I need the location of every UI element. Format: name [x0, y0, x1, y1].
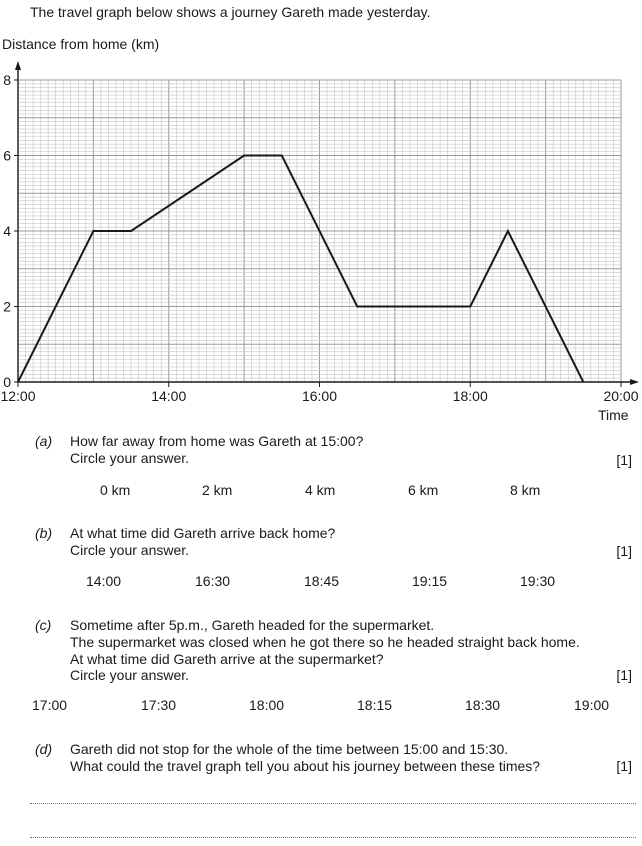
- question-text: Circle your answer.: [70, 542, 190, 558]
- question-label: (d): [35, 741, 53, 757]
- grid: [17, 79, 622, 383]
- answer-line[interactable]: [30, 837, 636, 838]
- answer-option[interactable]: 18:45: [304, 573, 340, 589]
- answer-option[interactable]: 16:30: [195, 573, 231, 589]
- question-text: At what time did Gareth arrive back home…: [70, 525, 336, 541]
- marks-label: [1]: [616, 452, 632, 468]
- answer-option[interactable]: 19:15: [412, 573, 448, 589]
- intro-text: The travel graph below shows a journey G…: [30, 4, 431, 20]
- marks-label: [1]: [616, 667, 632, 683]
- y-tick-label: 8: [3, 72, 11, 88]
- answer-option[interactable]: 6 km: [408, 482, 439, 498]
- y-tick-label: 6: [3, 148, 11, 164]
- answer-option[interactable]: 19:00: [574, 697, 610, 713]
- question-text: Gareth did not stop for the whole of the…: [70, 741, 509, 757]
- question-text: Circle your answer.: [70, 667, 190, 683]
- answer-option[interactable]: 19:30: [520, 573, 556, 589]
- answer-option[interactable]: 14:00: [86, 573, 122, 589]
- axes: [15, 61, 639, 385]
- travel-graph: 12:00 14:00 16:00 18:00 20:00 0 2 4 6 8: [0, 61, 639, 404]
- question-text: The supermarket was closed when he got t…: [70, 634, 580, 650]
- y-tick-label: 0: [3, 374, 11, 390]
- x-tick-label: 16:00: [302, 388, 337, 404]
- x-tick-label: 18:00: [453, 388, 488, 404]
- y-axis-arrow: [15, 61, 21, 70]
- answer-option[interactable]: 18:15: [357, 697, 393, 713]
- answer-line[interactable]: [30, 803, 636, 804]
- question-text: Sometime after 5p.m., Gareth headed for …: [70, 617, 435, 633]
- question-text: What could the travel graph tell you abo…: [70, 758, 541, 774]
- series-line: [17, 154, 585, 383]
- answer-option[interactable]: 4 km: [305, 482, 336, 498]
- x-tick-label: 20:00: [603, 388, 638, 404]
- question-text: Circle your answer.: [70, 450, 190, 466]
- marks-label: [1]: [616, 543, 632, 559]
- answer-option[interactable]: 18:30: [465, 697, 501, 713]
- x-axis-label: Time: [598, 407, 629, 423]
- y-tick-label: 2: [3, 299, 11, 315]
- answer-option[interactable]: 8 km: [510, 482, 541, 498]
- y-tick-label: 4: [3, 223, 11, 239]
- question-label: (a): [35, 433, 53, 449]
- answer-option[interactable]: 17:00: [32, 697, 68, 713]
- answer-option[interactable]: 0 km: [100, 482, 131, 498]
- answer-option[interactable]: 2 km: [202, 482, 233, 498]
- y-axis-label: Distance from home (km): [2, 36, 160, 52]
- marks-label: [1]: [616, 758, 632, 774]
- question-text: How far away from home was Gareth at 15:…: [70, 433, 364, 449]
- x-axis-arrow: [630, 379, 639, 385]
- answer-option[interactable]: 18:00: [249, 697, 285, 713]
- question-label: (c): [35, 617, 52, 633]
- tick-labels: 12:00 14:00 16:00 18:00 20:00 0 2 4 6 8: [0, 72, 638, 404]
- question-text: At what time did Gareth arrive at the su…: [70, 651, 384, 667]
- x-tick-label: 14:00: [151, 388, 186, 404]
- answer-option[interactable]: 17:30: [141, 697, 177, 713]
- question-label: (b): [35, 525, 53, 541]
- x-tick-label: 12:00: [0, 388, 35, 404]
